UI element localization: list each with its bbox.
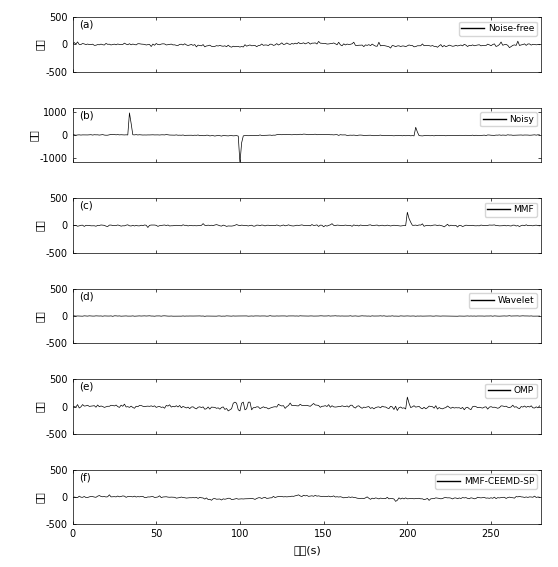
Y-axis label: 幅度: 幅度 — [34, 310, 44, 322]
Legend: Wavelet: Wavelet — [469, 293, 537, 307]
Legend: OMP: OMP — [485, 384, 537, 398]
Y-axis label: 幅度: 幅度 — [34, 401, 44, 412]
Text: (d): (d) — [80, 291, 94, 301]
Legend: Noise-free: Noise-free — [459, 22, 537, 36]
Legend: Noisy: Noisy — [480, 112, 537, 126]
Legend: MMF-CEEMD-SP: MMF-CEEMD-SP — [435, 474, 537, 489]
Text: (e): (e) — [80, 382, 94, 392]
X-axis label: 时间(s): 时间(s) — [293, 545, 321, 555]
Text: (b): (b) — [80, 110, 94, 120]
Text: (c): (c) — [80, 201, 93, 211]
Y-axis label: 幅度: 幅度 — [34, 39, 44, 50]
Y-axis label: 幅度: 幅度 — [28, 129, 39, 141]
Text: (a): (a) — [80, 20, 94, 29]
Y-axis label: 幅度: 幅度 — [34, 491, 44, 503]
Y-axis label: 幅度: 幅度 — [34, 219, 44, 231]
Text: (f): (f) — [80, 472, 92, 483]
Legend: MMF: MMF — [484, 202, 537, 217]
